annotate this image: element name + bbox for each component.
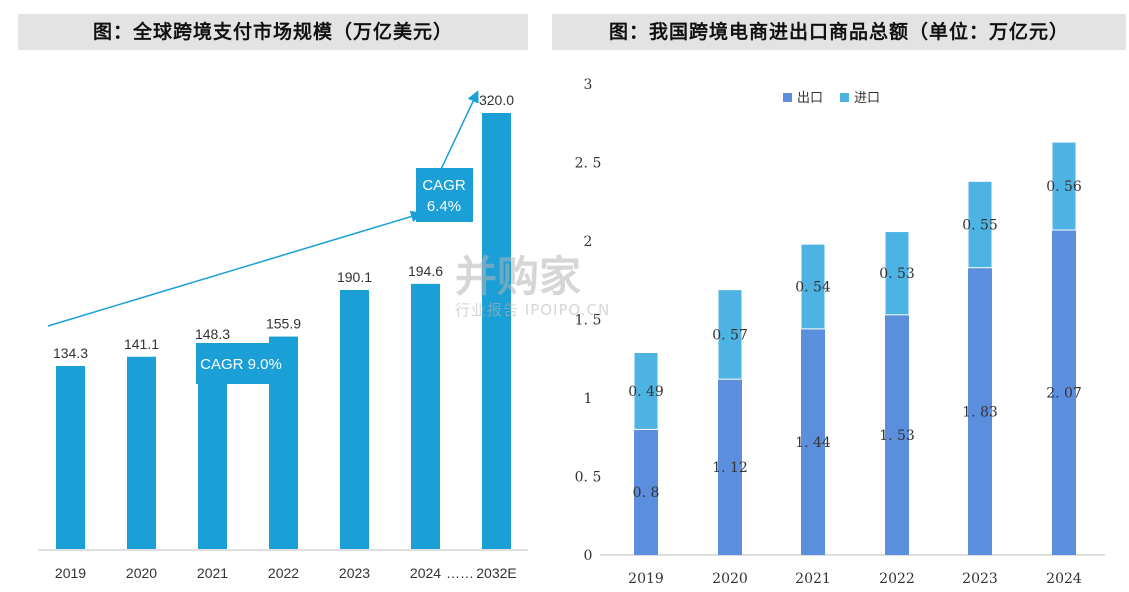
x-tick-2020: 2020 bbox=[126, 565, 157, 581]
bar-2020 bbox=[127, 356, 156, 549]
x-tick-2024: 2024 bbox=[410, 565, 441, 581]
cagr-box-1 bbox=[196, 343, 287, 384]
value-label-2019: 134.3 bbox=[53, 345, 88, 361]
x-tick-2019: 2019 bbox=[55, 565, 86, 581]
cagr-label-2-line1: CAGR bbox=[422, 177, 466, 194]
value-label-2022: 155.9 bbox=[266, 316, 301, 332]
x-tick-2022: 2022 bbox=[268, 565, 299, 581]
bar-2024 bbox=[411, 283, 440, 549]
x-tick-2023: 2023 bbox=[339, 565, 370, 581]
x-tick-2021: 2021 bbox=[197, 565, 228, 581]
value-label-2032E: 320.0 bbox=[479, 92, 514, 108]
x-tick-2032E: 2032E bbox=[476, 565, 516, 581]
value-label-2023: 190.1 bbox=[337, 269, 372, 285]
left-chart-title: 图：全球跨境支付市场规模（万亿美元） bbox=[18, 14, 528, 50]
cagr-label-2-line2: 6.4% bbox=[427, 198, 461, 215]
right-chart-title: 图：我国跨境电商进出口商品总额（单位：万亿元） bbox=[552, 14, 1126, 50]
cagr-label-1: CAGR 9.0% bbox=[200, 356, 282, 373]
trend-arrow-2019-2024 bbox=[47, 210, 423, 327]
cagr-box-2 bbox=[416, 168, 473, 222]
bar-2032E bbox=[482, 113, 511, 549]
bar-2023 bbox=[340, 289, 369, 549]
bar-2019 bbox=[56, 366, 85, 549]
value-label-2020: 141.1 bbox=[124, 336, 159, 352]
value-label-2021: 148.3 bbox=[195, 326, 230, 342]
value-label-2024: 194.6 bbox=[408, 263, 443, 279]
x-axis-separator: …… bbox=[446, 565, 474, 581]
